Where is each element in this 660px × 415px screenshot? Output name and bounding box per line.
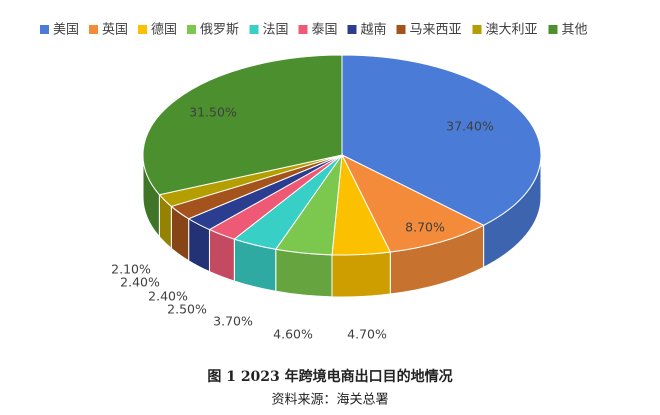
- source: 资料来源：海关总署: [271, 393, 388, 408]
- value-label: 8.70%: [405, 220, 445, 235]
- legend-label: 俄罗斯: [200, 23, 239, 38]
- legend-label: 越南: [361, 22, 387, 38]
- legend-swatch: [298, 25, 308, 34]
- legend-label: 澳大利亚: [486, 22, 538, 38]
- value-label: 2.10%: [111, 262, 151, 277]
- value-label: 2.40%: [120, 275, 160, 290]
- legend-label: 美国: [53, 23, 79, 38]
- legend-label: 德国: [151, 23, 177, 38]
- legend-label: 其他: [562, 23, 588, 38]
- caption: 图 1 2023 年跨境电商出口目的地情况: [207, 368, 452, 385]
- slice-side: [275, 248, 333, 298]
- value-label: 3.70%: [213, 314, 253, 329]
- slice: [341, 54, 542, 226]
- legend-label: 泰国: [312, 23, 338, 38]
- legend-swatch: [249, 25, 259, 34]
- legend-swatch: [138, 25, 147, 34]
- slice: [142, 54, 343, 196]
- slice-side: [331, 251, 391, 298]
- legend-label: 法国: [263, 23, 289, 38]
- value-label: 37.40%: [446, 119, 494, 134]
- value-label: 4.70%: [347, 327, 387, 342]
- legend-swatch: [347, 25, 357, 34]
- legend-swatch: [89, 25, 98, 34]
- legend-label: 英国: [102, 23, 128, 38]
- value-label: 2.40%: [148, 289, 188, 304]
- slice: [340, 153, 485, 253]
- legend-swatch: [396, 25, 406, 34]
- value-label: 2.50%: [167, 302, 207, 317]
- legend-swatch: [472, 25, 482, 34]
- legend-label: 马来西亚: [410, 23, 462, 38]
- legend-swatch: [548, 25, 558, 34]
- value-label: 4.60%: [273, 327, 313, 342]
- legend-swatch: [187, 25, 196, 34]
- legend-swatch: [40, 25, 49, 34]
- value-label: 31.50%: [189, 105, 237, 120]
